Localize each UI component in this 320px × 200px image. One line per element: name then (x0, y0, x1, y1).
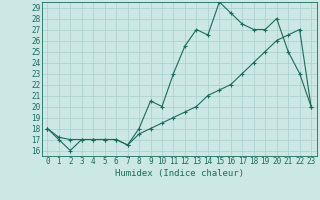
X-axis label: Humidex (Indice chaleur): Humidex (Indice chaleur) (115, 169, 244, 178)
